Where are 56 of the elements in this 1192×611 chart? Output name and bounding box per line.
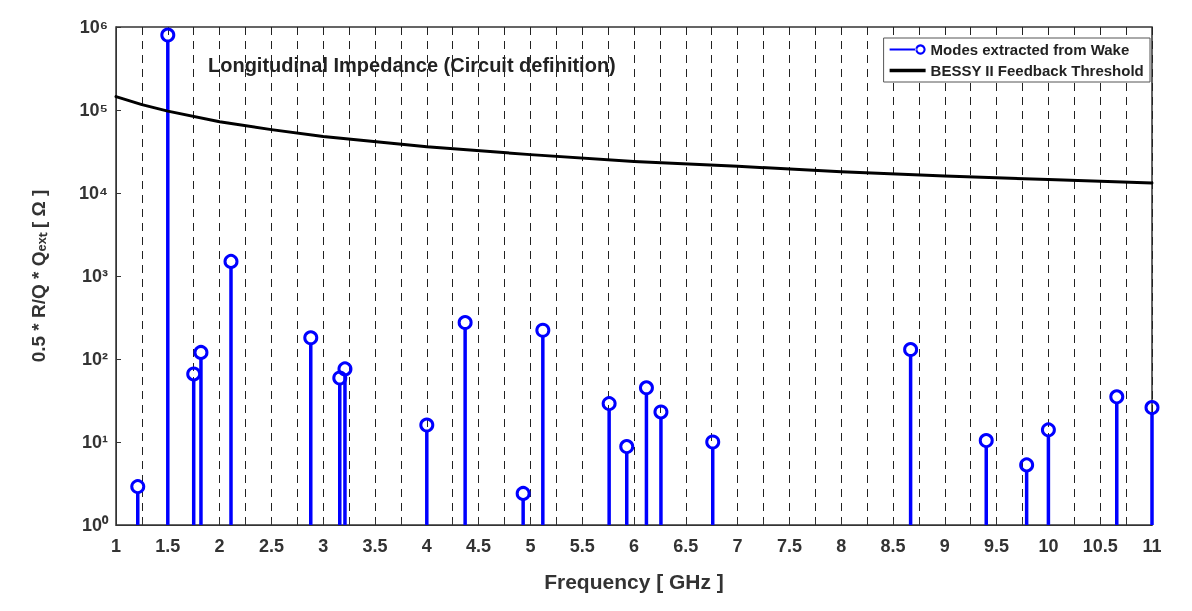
text: Longitudinal Impedance (Circuit definition): [208, 54, 616, 76]
point: [535, 322, 551, 338]
x-tick-label: 8.5: [880, 536, 906, 556]
point: [619, 439, 635, 455]
point: [1019, 457, 1035, 473]
x-tick-label: 10: [1038, 536, 1059, 556]
y-axis-title: 0.5 * R/Q * Qₑₓₜ [ Ω ]: [28, 189, 49, 363]
x-tick-label: 6.5: [673, 536, 699, 556]
point: [515, 485, 531, 501]
x-tick-label: 11: [1142, 536, 1162, 556]
line-series: [114, 95, 1154, 185]
x-tick-label: 3.5: [362, 536, 388, 556]
point: [903, 342, 919, 358]
point: [601, 396, 617, 412]
x-tick-label: 9.5: [984, 536, 1010, 556]
point: [303, 330, 319, 346]
x-tick-label: 7.5: [776, 536, 802, 556]
x-tick-label: 2: [214, 536, 225, 556]
point: [638, 380, 654, 396]
y-tick-label: 10²: [81, 349, 109, 369]
point: [653, 404, 669, 420]
point: [1040, 422, 1056, 438]
x-tick-label: 4: [421, 536, 432, 556]
point: [337, 361, 353, 377]
point: [1109, 389, 1125, 405]
x-tick-label: 6: [628, 536, 640, 556]
y-tick-label: 10⁰: [81, 515, 109, 535]
y-tick-label: 10³: [81, 266, 109, 286]
point: [705, 434, 721, 450]
point: [419, 417, 435, 433]
x-tick-label: 9: [939, 536, 950, 556]
x-tick-label: 4.5: [466, 536, 492, 556]
point: [130, 479, 146, 495]
point: [186, 366, 202, 382]
point: [978, 433, 994, 449]
point: [457, 315, 473, 331]
point: [1144, 400, 1160, 416]
y-tick-label: 10¹: [81, 432, 109, 452]
point: [193, 344, 209, 360]
x-tick-label: 10.5: [1082, 536, 1118, 556]
x-tick-label: 8: [836, 536, 847, 556]
x-tick-label: 5: [525, 536, 536, 556]
point: [223, 253, 239, 269]
x-tick-label: 3: [318, 536, 329, 556]
x-tick-label: 5.5: [569, 536, 595, 556]
x-tick-label: 2.5: [258, 536, 284, 556]
y-tick-label: 10⁴: [79, 183, 108, 203]
y-tick-label: 10⁶: [79, 17, 108, 37]
x-tick-label: 1: [110, 536, 122, 556]
x-tick-label: 1.5: [155, 536, 181, 556]
y-tick-label: 10⁵: [79, 100, 108, 120]
point: [160, 27, 176, 43]
legend-label: Modes extracted from Wake: [930, 41, 1130, 58]
x-axis-title: Frequency [ GHz ]: [544, 570, 724, 593]
x-tick-label: 7: [732, 536, 743, 556]
legend-label: BESSY II Feedback Threshold: [930, 62, 1144, 79]
